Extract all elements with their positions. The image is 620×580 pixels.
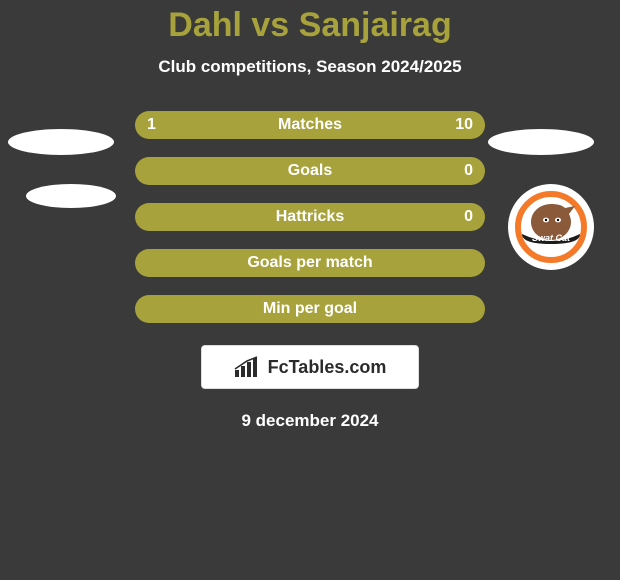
subtitle: Club competitions, Season 2024/2025: [0, 57, 620, 77]
player-right-badge-1: [488, 129, 594, 155]
stat-row: Min per goal: [0, 295, 620, 323]
bars-icon: [234, 356, 262, 378]
fctables-watermark: FcTables.com: [201, 345, 419, 389]
stat-label: Goals: [288, 162, 332, 180]
date-text: 9 december 2024: [0, 411, 620, 431]
club-logo-badge: Swat Cat: [508, 184, 594, 270]
stat-left-value: 1: [147, 111, 156, 139]
stat-right-value: 10: [455, 111, 473, 139]
player-left-badge-1: [8, 129, 114, 155]
stat-label: Hattricks: [276, 208, 344, 226]
player-left-badge-2: [26, 184, 116, 208]
fctables-label: FcTables.com: [268, 357, 387, 378]
stat-label: Min per goal: [263, 300, 357, 318]
page-title: Dahl vs Sanjairag: [0, 6, 620, 45]
stat-capsule: Goals per match: [135, 249, 485, 277]
stat-capsule: Goals 0: [135, 157, 485, 185]
stat-capsule: Min per goal: [135, 295, 485, 323]
stat-label: Matches: [278, 116, 342, 134]
stat-right-value: 0: [464, 157, 473, 185]
stat-right-value: 0: [464, 203, 473, 231]
stat-capsule: Hattricks 0: [135, 203, 485, 231]
stat-row: Goals 0: [0, 157, 620, 185]
svg-text:Swat Cat: Swat Cat: [532, 233, 571, 243]
stat-capsule: Matches 1 10: [135, 111, 485, 139]
swat-cat-icon: Swat Cat: [508, 184, 594, 270]
stat-label: Goals per match: [247, 254, 372, 272]
